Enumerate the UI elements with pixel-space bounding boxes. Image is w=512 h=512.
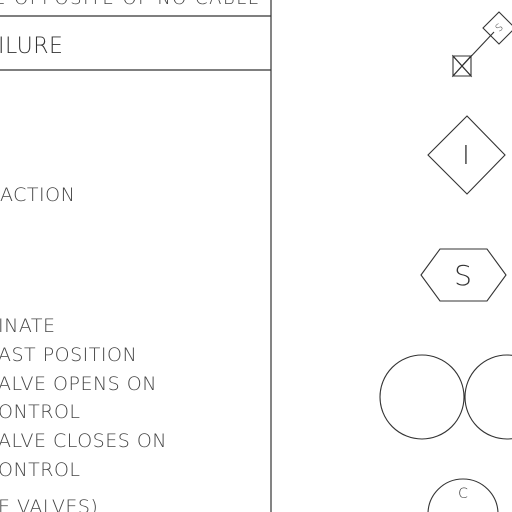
- actuator-diamond: [482, 11, 512, 45]
- failure-line-6: ONTROL: [0, 459, 81, 481]
- failure-line-7: E VALVES): [0, 496, 99, 512]
- failure-line-3: ALVE OPENS ON: [0, 373, 157, 395]
- valve-stem: [461, 31, 495, 67]
- actuator-letter: S: [494, 22, 506, 35]
- bottom-circle-icon: [427, 478, 499, 512]
- failure-line-4: ONTROL: [0, 401, 81, 423]
- table-header-top: E OPPOSITE OF NO CABLE: [0, 0, 261, 8]
- instrument-letter: I: [462, 141, 470, 171]
- table-header-main: ILURE: [0, 34, 64, 59]
- circle-right: [464, 354, 512, 440]
- solenoid-hexagon-icon: [420, 248, 507, 302]
- failure-line-5: ALVE CLOSES ON: [0, 430, 168, 452]
- failure-line-1: INATE: [0, 315, 56, 337]
- double-circle-icon: [379, 354, 512, 440]
- instrument-diamond-icon: [427, 115, 506, 195]
- failure-line-2: AST POSITION: [0, 344, 138, 366]
- bottom-circle-letter: C: [458, 486, 468, 502]
- solenoid-letter: S: [454, 259, 472, 292]
- actuated-valve-icon: [451, 11, 512, 78]
- circle-left: [379, 354, 465, 440]
- valve-body-vertical: [451, 55, 473, 77]
- action-label: ACTION: [0, 184, 76, 206]
